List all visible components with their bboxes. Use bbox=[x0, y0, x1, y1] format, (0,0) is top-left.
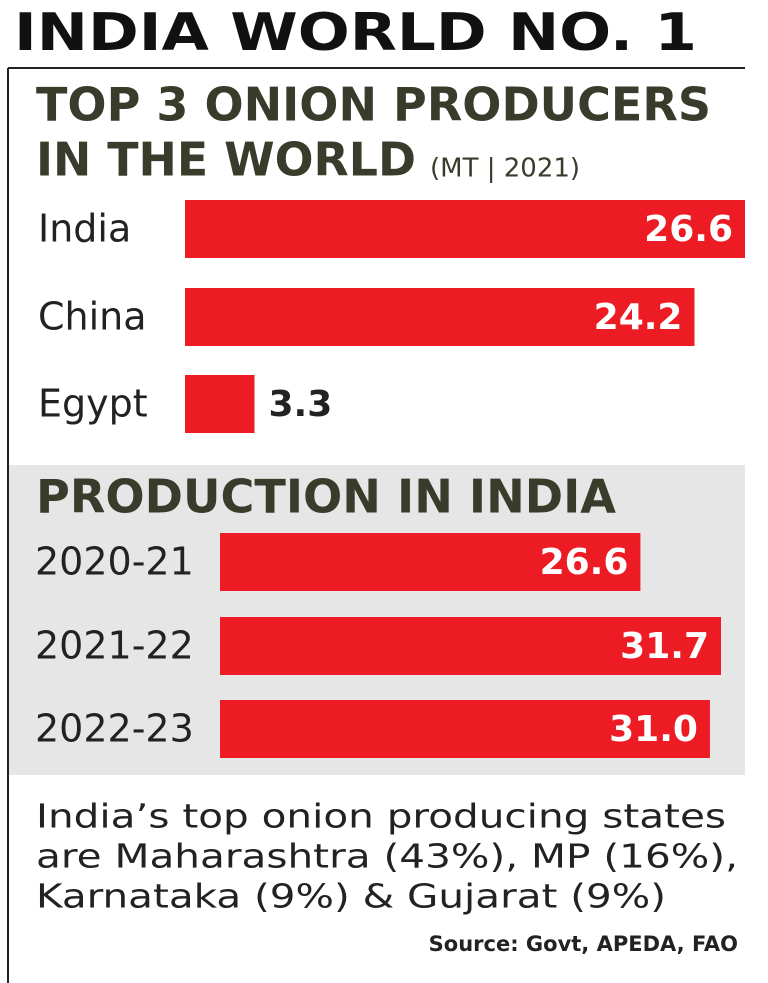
subtitle: (MT | 2021) bbox=[430, 154, 580, 184]
section-title: IN THE WORLD bbox=[36, 133, 416, 187]
value-label: 24.2 bbox=[594, 297, 683, 338]
bar bbox=[185, 375, 255, 433]
bar bbox=[220, 700, 710, 758]
value-label: 31.0 bbox=[609, 709, 698, 750]
bar bbox=[185, 288, 695, 346]
category-label: 2021-22 bbox=[35, 624, 194, 668]
value-label: 3.3 bbox=[268, 384, 332, 425]
section-title: TOP 3 ONION PRODUCERS bbox=[36, 78, 711, 132]
category-label: India bbox=[38, 207, 131, 251]
value-label: 31.7 bbox=[620, 626, 709, 667]
value-label: 26.6 bbox=[540, 542, 629, 583]
category-label: China bbox=[38, 295, 147, 339]
source: Source: Govt, APEDA, FAO bbox=[429, 932, 738, 956]
value-label: 26.6 bbox=[644, 209, 733, 250]
category-label: 2020-21 bbox=[35, 540, 194, 584]
main-title: INDIA WORLD NO. 1 bbox=[14, 3, 697, 63]
category-label: Egypt bbox=[38, 382, 148, 426]
note-line: India’s top onion producing states bbox=[36, 797, 726, 836]
note-line: are Maharashtra (43%), MP (16%), bbox=[36, 837, 738, 876]
bar bbox=[185, 200, 745, 258]
category-label: 2022-23 bbox=[35, 707, 194, 751]
bar bbox=[220, 617, 721, 675]
note-line: Karnataka (9%) & Gujarat (9%) bbox=[36, 877, 666, 916]
section-title: PRODUCTION IN INDIA bbox=[36, 470, 616, 524]
bar bbox=[220, 533, 641, 591]
